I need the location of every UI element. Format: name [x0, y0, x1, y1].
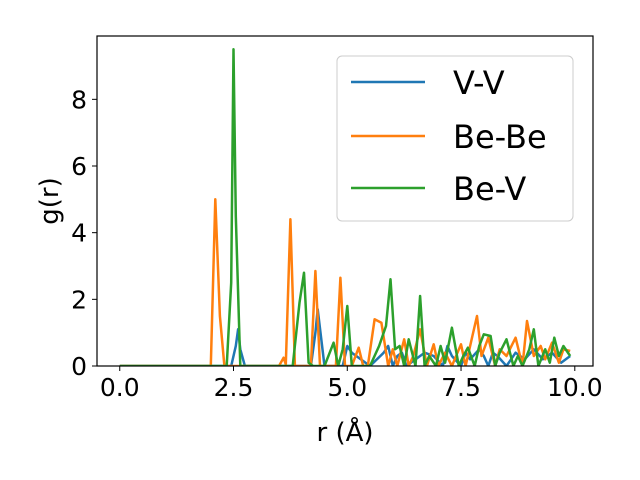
- plot-area: [96, 35, 594, 367]
- legend-label-be-be: Be-Be: [453, 118, 547, 156]
- y-tick-label: 2: [71, 285, 87, 314]
- legend-label-v-v: V-V: [453, 64, 505, 102]
- legend-box: [336, 55, 574, 222]
- y-axis-ticks: 0 2 4 6 8: [71, 85, 97, 381]
- y-tick-label: 6: [71, 152, 87, 181]
- axes-frame: [96, 35, 594, 367]
- x-tick-label: 10.0: [547, 373, 603, 402]
- y-tick-label: 0: [71, 352, 87, 381]
- legend: V-V Be-Be Be-V: [336, 55, 574, 222]
- x-tick-label: 2.5: [214, 373, 254, 402]
- y-tick-label: 8: [71, 85, 87, 114]
- legend-label-be-v: Be-V: [453, 170, 526, 208]
- series-line-be-v: [119, 48, 572, 366]
- x-axis-ticks: 0.0 2.5 5.0 7.5 10.0: [100, 366, 603, 402]
- y-tick-label: 4: [71, 219, 87, 248]
- x-tick-label: 7.5: [441, 373, 481, 402]
- series-line-be-be: [119, 198, 571, 366]
- x-tick-label: 0.0: [100, 373, 140, 402]
- x-tick-label: 5.0: [327, 373, 367, 402]
- series-line-v-v: [119, 308, 571, 366]
- series-layer: [119, 48, 572, 366]
- y-axis-label: g(r): [35, 177, 65, 224]
- x-axis-label: r (Å): [316, 416, 373, 448]
